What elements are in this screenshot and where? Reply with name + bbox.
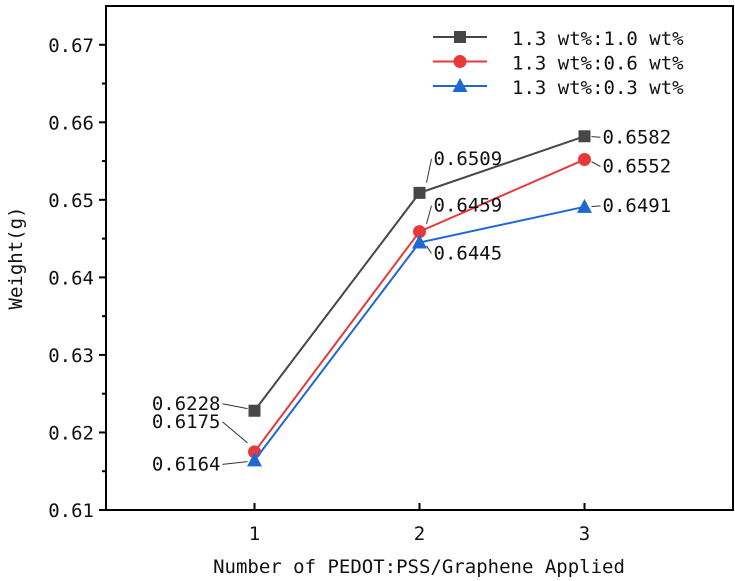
data-label: 0.6164 bbox=[152, 453, 221, 475]
legend-label: 1.3 wt%:1.0 wt% bbox=[512, 28, 684, 50]
data-point bbox=[577, 198, 592, 213]
data-label: 0.6445 bbox=[434, 242, 503, 264]
label-leader bbox=[222, 421, 248, 444]
data-label: 0.6491 bbox=[603, 195, 672, 217]
data-label: 0.6459 bbox=[434, 195, 503, 217]
data-labels: 0.6228 0.6509 0.6582 0.6175 0.6459 0.6552 0.61… bbox=[152, 126, 671, 475]
y-axis-label: Weight(g) bbox=[5, 207, 27, 310]
x-tick-label: 1 bbox=[249, 523, 260, 545]
label-leader bbox=[222, 461, 248, 465]
y-tick-label: 0.61 bbox=[48, 500, 94, 522]
data-point bbox=[413, 225, 426, 239]
x-tick-label: 2 bbox=[414, 523, 425, 545]
data-point bbox=[248, 404, 261, 417]
data-label: 0.6552 bbox=[603, 156, 672, 178]
data-point bbox=[247, 452, 262, 467]
label-leader bbox=[426, 245, 432, 254]
legend-item-1: 1.3 wt%:1.0 wt% bbox=[433, 28, 684, 50]
data-label: 0.6228 bbox=[152, 393, 221, 415]
y-tick-label: 0.63 bbox=[48, 345, 94, 367]
legend-item-2: 1.3 wt%:0.6 wt% bbox=[433, 53, 684, 75]
label-leader bbox=[591, 161, 601, 167]
data-point bbox=[413, 186, 426, 199]
data-point bbox=[578, 153, 591, 167]
axes: 0.61 0.62 0.63 0.64 0.65 0.66 0.67 1 2 3 bbox=[48, 5, 734, 545]
legend-marker bbox=[452, 78, 468, 92]
series-1 bbox=[248, 130, 591, 417]
legend-marker bbox=[453, 55, 467, 68]
x-tick-label: 3 bbox=[579, 523, 590, 545]
legend: 1.3 wt%:1.0 wt% 1.3 wt%:0.6 wt%1.3 wt%:0.… bbox=[433, 28, 684, 99]
label-leader bbox=[591, 205, 601, 208]
label-leader bbox=[222, 403, 248, 410]
series-line bbox=[253, 135, 585, 412]
y-tick-label: 0.66 bbox=[48, 112, 94, 134]
series-3 bbox=[247, 198, 592, 467]
series-group bbox=[247, 130, 592, 467]
label-leader bbox=[426, 205, 432, 224]
y-tick-label: 0.62 bbox=[48, 422, 94, 444]
x-axis-label: Number of PEDOT:PSS/Graphene Applied bbox=[213, 556, 625, 578]
legend-marker bbox=[454, 31, 466, 43]
series-line bbox=[253, 158, 585, 453]
data-label: 0.6582 bbox=[603, 126, 672, 148]
y-tick-label: 0.67 bbox=[48, 35, 94, 57]
y-tick-label: 0.64 bbox=[48, 267, 94, 289]
label-leader bbox=[591, 136, 601, 138]
data-label: 0.6175 bbox=[152, 411, 221, 433]
y-tick-label: 0.65 bbox=[48, 190, 94, 212]
data-point bbox=[578, 130, 591, 143]
legend-label: 1.3 wt%:0.3 wt% bbox=[512, 77, 684, 99]
legend-label: 1.3 wt%:0.6 wt% bbox=[512, 53, 684, 75]
label-leader bbox=[426, 158, 432, 183]
legend-item-3: 1.3 wt%:0.3 wt% bbox=[433, 77, 684, 99]
data-label: 0.6509 bbox=[434, 148, 503, 170]
data-point bbox=[412, 234, 427, 249]
